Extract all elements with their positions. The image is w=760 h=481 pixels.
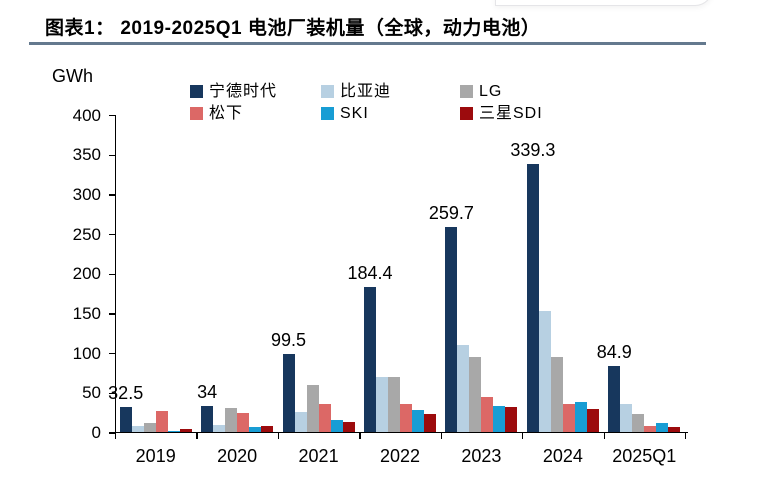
bar-比亚迪-2022: [376, 377, 388, 433]
title-underline: [29, 42, 706, 45]
x-axis-label: 2021: [298, 446, 339, 466]
bar-SKI-2025Q1: [656, 423, 669, 433]
legend-swatch-SKI: [321, 107, 334, 120]
legend-swatch-LG: [460, 85, 473, 98]
bar-LG-2024: [550, 356, 563, 433]
x-axis-tick: [685, 432, 687, 439]
bar-松下-2022: [400, 404, 412, 433]
bar-三星SDI-2019: [179, 429, 192, 433]
bar-比亚迪-2021: [294, 412, 307, 433]
bar-三星SDI-2023: [505, 406, 518, 433]
figure-title: 图表1： 2019-2025Q1 电池厂装机量（全球，动力电池）: [45, 18, 541, 39]
bar-松下-2019: [155, 410, 168, 433]
bar-三星SDI-2022: [424, 413, 436, 433]
y-axis-tick: [109, 313, 115, 315]
bar-LG-2022: [388, 376, 400, 433]
legend-swatch-三星SDI: [460, 107, 473, 120]
data-label: 32.5: [108, 383, 144, 404]
bar-宁德时代-2019: [119, 407, 132, 433]
bar-宁德时代-2024: [526, 163, 539, 433]
bar-比亚迪-2023: [457, 344, 470, 433]
bar-比亚迪-2019: [131, 425, 144, 433]
bar-SKI-2021: [330, 419, 343, 433]
bar-LG-2023: [469, 356, 482, 433]
x-axis-line: [109, 432, 688, 434]
bar-三星SDI-2025Q1: [668, 426, 681, 433]
y-axis-tick: [109, 392, 115, 395]
y-axis-tick-label: 350: [72, 145, 101, 165]
x-axis-tick: [115, 432, 117, 439]
bar-比亚迪-2020: [213, 425, 226, 433]
bar-SKI-2020: [249, 427, 262, 433]
legend-label-宁德时代: 宁德时代: [209, 83, 278, 100]
data-label: 34: [197, 382, 218, 403]
legend-swatch-宁德时代: [190, 85, 203, 98]
x-axis-label: 2024: [542, 446, 583, 466]
bar-LG-2021: [306, 385, 319, 433]
bar-三星SDI-2021: [342, 421, 355, 433]
bar-SKI-2022: [412, 409, 424, 433]
legend-label-比亚迪: 比亚迪: [340, 83, 392, 100]
data-label: 184.4: [347, 262, 393, 283]
bar-SKI-2023: [493, 406, 506, 433]
x-axis-label: 2023: [461, 446, 502, 466]
bar-宁德时代-2021: [282, 354, 295, 433]
bar-宁德时代-2023: [445, 226, 458, 433]
x-axis-tick: [196, 432, 198, 439]
y-axis-tick-label: 150: [72, 303, 101, 323]
bar-LG-2020: [225, 408, 238, 433]
data-label: 259.7: [428, 202, 474, 223]
bar-比亚迪-2025Q1: [620, 403, 633, 433]
y-axis-tick: [109, 115, 115, 117]
x-axis-tick: [440, 432, 442, 439]
y-axis-tick-label: 200: [72, 264, 101, 284]
x-axis-label: 2025Q1: [612, 446, 677, 466]
bar-宁德时代-2025Q1: [608, 365, 621, 433]
legend-label-SKI: SKI: [340, 105, 369, 122]
bar-松下-2024: [562, 404, 575, 433]
y-axis-tick-label: 100: [72, 343, 101, 363]
y-axis-tick: [109, 194, 115, 196]
y-axis-tick-label: 0: [91, 423, 101, 442]
bar-宁德时代-2020: [201, 406, 214, 433]
legend-label-三星SDI: 三星SDI: [479, 105, 543, 122]
x-axis-tick: [277, 432, 280, 439]
bar-松下-2023: [481, 397, 494, 433]
y-axis-tick: [109, 234, 115, 236]
y-axis-tick: [109, 154, 115, 157]
bar-三星SDI-2020: [261, 426, 274, 433]
bar-SKI-2024: [574, 402, 587, 433]
x-axis-label: 2020: [217, 446, 258, 466]
bar-松下-2021: [318, 404, 331, 433]
bar-比亚迪-2024: [538, 310, 551, 433]
bar-松下-2025Q1: [644, 425, 657, 433]
y-axis-tick-label: 300: [72, 184, 101, 204]
legend-swatch-松下: [190, 107, 203, 120]
data-label: 99.5: [271, 330, 307, 351]
legend-label-松下: 松下: [209, 105, 244, 122]
x-axis-tick: [359, 432, 361, 439]
y-axis-tick-label: 250: [72, 224, 101, 244]
bar-三星SDI-2024: [586, 409, 599, 433]
legend-swatch-比亚迪: [321, 85, 334, 98]
x-axis-label: 2022: [379, 446, 421, 466]
bar-宁德时代-2022: [364, 286, 376, 433]
y-axis-tick: [109, 273, 115, 276]
y-axis-tick: [109, 353, 115, 355]
y-axis-tick-label: 50: [82, 383, 101, 403]
bar-LG-2019: [143, 423, 156, 433]
data-label: 84.9: [596, 341, 632, 362]
data-label: 339.3: [510, 139, 556, 160]
x-axis-tick: [603, 432, 605, 439]
y-axis-tick-label: 400: [72, 105, 101, 125]
bar-LG-2025Q1: [632, 413, 645, 433]
bar-松下-2020: [237, 413, 250, 433]
x-axis-label: 2019: [135, 446, 176, 466]
y-axis-title: GWh: [52, 66, 94, 86]
x-axis-tick: [522, 432, 524, 439]
y-axis-line: [115, 114, 117, 433]
legend-label-LG: LG: [479, 83, 503, 100]
